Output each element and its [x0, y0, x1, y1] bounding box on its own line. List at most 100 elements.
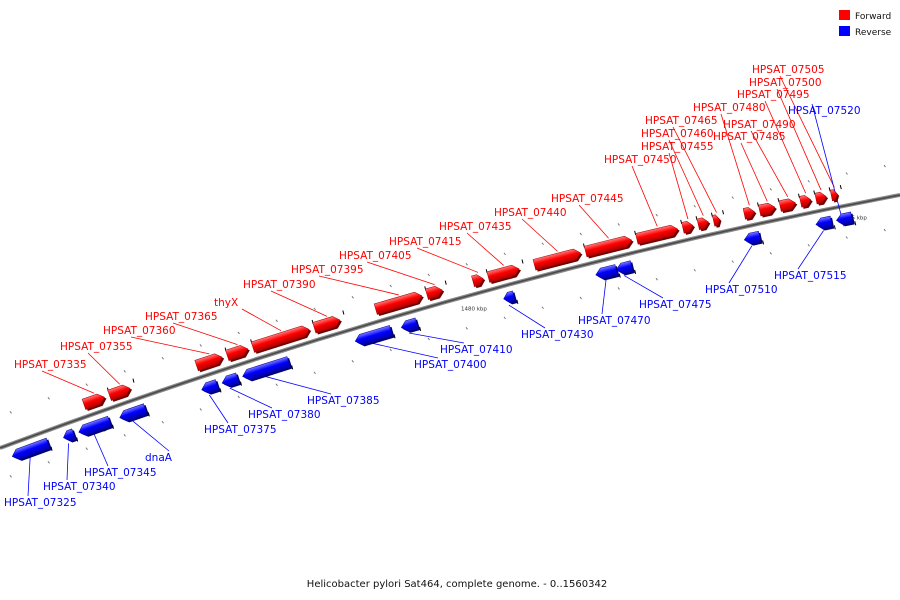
gene-label-hpsat-07480[interactable]: HPSAT_07480: [693, 102, 766, 114]
gene-hpsat-07390[interactable]: [312, 314, 344, 335]
gene-label-hpsat-07415[interactable]: HPSAT_07415: [389, 236, 462, 248]
gene-hpsat-07480[interactable]: [742, 206, 757, 221]
gene-label-hpsat-07515[interactable]: HPSAT_07515: [774, 270, 847, 282]
minor-tick-mark: [237, 395, 240, 399]
gene-label-hpsat-07465[interactable]: HPSAT_07465: [645, 115, 718, 127]
gene-hpsat-07490[interactable]: [778, 197, 799, 214]
gene-label-hpsat-07495[interactable]: HPSAT_07495: [737, 89, 810, 101]
leader-line-hpsat-07460: [668, 139, 704, 216]
gene-label-hpsat-07455[interactable]: HPSAT_07455: [641, 141, 714, 153]
leader-line-hpsat-07340: [66, 443, 69, 481]
gene-arrow: [758, 202, 776, 217]
gene-label-hpsat-07490[interactable]: HPSAT_07490: [723, 119, 796, 131]
gene-hpsat-07455[interactable]: [681, 220, 697, 235]
minor-tick-mark: [731, 260, 734, 263]
gene-label-hpsat-07405[interactable]: HPSAT_07405: [339, 250, 412, 262]
gene-hpsat-07510[interactable]: [743, 230, 763, 247]
gene-label-hpsat-07360[interactable]: HPSAT_07360: [103, 325, 176, 337]
gene-label-hpsat-07410[interactable]: HPSAT_07410: [440, 344, 513, 356]
minor-tick-mark: [541, 242, 544, 246]
gene-label-hpsat-07430[interactable]: HPSAT_07430: [521, 329, 594, 341]
gene-hpsat-07385[interactable]: [241, 356, 293, 384]
gene-hpsat-07465[interactable]: [712, 214, 722, 228]
gene-hpsat-07520[interactable]: [835, 211, 855, 228]
gene-label-thyx[interactable]: thyX: [214, 297, 238, 309]
gene-label-hpsat-07445[interactable]: HPSAT_07445: [551, 193, 624, 205]
gene-hpsat-07485[interactable]: [758, 202, 778, 218]
gene-hpsat-07475[interactable]: [615, 260, 635, 277]
gene-label-hpsat-07390[interactable]: HPSAT_07390: [243, 279, 316, 291]
gene-end-marker: [239, 381, 242, 386]
minor-tick-mark: [579, 296, 582, 300]
gene-hpsat-07410[interactable]: [400, 317, 421, 335]
gene-hpsat-07345[interactable]: [77, 415, 114, 440]
gene-hpsat-07450[interactable]: [635, 223, 680, 246]
minor-tick-mark: [161, 420, 164, 424]
gene-label-hpsat-07435[interactable]: HPSAT_07435: [439, 221, 512, 233]
gene-dnaa[interactable]: [118, 403, 150, 425]
gene-arrow: [583, 235, 633, 258]
gene-arrow: [778, 198, 796, 212]
gene-label-hpsat-07375[interactable]: HPSAT_07375: [204, 424, 277, 436]
leader-line-hpsat-07510: [728, 245, 753, 284]
gene-label-hpsat-07470[interactable]: HPSAT_07470: [578, 315, 651, 327]
gene-label-hpsat-07450[interactable]: HPSAT_07450: [604, 154, 677, 166]
gene-end-marker: [516, 299, 519, 305]
leader-line-layer: [27, 75, 845, 497]
gene-label-hpsat-07355[interactable]: HPSAT_07355: [60, 341, 133, 353]
gene-hpsat-07440[interactable]: [532, 247, 584, 272]
gene-label-hpsat-07460[interactable]: HPSAT_07460: [641, 128, 714, 140]
gene-label-hpsat-07510[interactable]: HPSAT_07510: [705, 284, 778, 296]
gene-hpsat-07360[interactable]: [194, 351, 226, 373]
leader-line-hpsat-07405: [366, 261, 435, 285]
gene-hpsat-07375[interactable]: [200, 379, 221, 397]
leader-line-hpsat-07450: [631, 165, 658, 227]
gene-hpsat-07325[interactable]: [10, 437, 53, 464]
gene-label-dnaa[interactable]: dnaA: [145, 452, 173, 464]
gene-hpsat-07515[interactable]: [815, 215, 835, 232]
gene-hpsat-07380[interactable]: [220, 372, 242, 390]
gene-label-hpsat-07500[interactable]: HPSAT_07500: [749, 77, 822, 89]
gene-label-hpsat-07440[interactable]: HPSAT_07440: [494, 207, 567, 219]
gene-hpsat-07495[interactable]: [799, 194, 813, 209]
gene-hpsat-07335[interactable]: [81, 391, 108, 411]
gene-hpsat-07470[interactable]: [594, 264, 620, 282]
gene-label-hpsat-07345[interactable]: HPSAT_07345: [84, 467, 157, 479]
gene-arrow: [635, 224, 679, 245]
gene-thyx[interactable]: [250, 324, 313, 355]
gene-end-marker: [839, 185, 842, 190]
gene-label-hpsat-07335[interactable]: HPSAT_07335: [14, 359, 87, 371]
gene-hpsat-07435[interactable]: [486, 263, 523, 284]
gene-hpsat-07365[interactable]: [225, 343, 252, 363]
gene-hpsat-07355[interactable]: [107, 383, 134, 403]
gene-arrow: [814, 191, 827, 205]
gene-hpsat-07430[interactable]: [502, 290, 518, 307]
gene-arrow: [829, 189, 838, 202]
gene-hpsat-07400[interactable]: [354, 325, 395, 349]
gene-label-hpsat-07520[interactable]: HPSAT_07520: [788, 105, 861, 117]
gene-label-hpsat-07485[interactable]: HPSAT_07485: [713, 131, 786, 143]
gene-label-hpsat-07340[interactable]: HPSAT_07340: [43, 481, 116, 493]
gene-arrow: [836, 211, 854, 225]
gene-label-hpsat-07385[interactable]: HPSAT_07385: [307, 395, 380, 407]
leader-line-hpsat-07435: [466, 232, 504, 266]
gene-hpsat-07505[interactable]: [829, 189, 840, 203]
gene-label-hpsat-07400[interactable]: HPSAT_07400: [414, 359, 487, 371]
gene-hpsat-07460[interactable]: [696, 216, 712, 232]
gene-label-hpsat-07380[interactable]: HPSAT_07380: [248, 409, 321, 421]
gene-hpsat-07395[interactable]: [373, 290, 425, 316]
leader-line-hpsat-07440: [521, 218, 558, 252]
gene-label-hpsat-07365[interactable]: HPSAT_07365: [145, 311, 218, 323]
gene-end-marker: [828, 187, 831, 192]
gene-hpsat-07500[interactable]: [814, 191, 829, 206]
gene-hpsat-07445[interactable]: [583, 234, 635, 259]
gene-hpsat-07405[interactable]: [425, 284, 445, 302]
gene-hpsat-07340[interactable]: [62, 428, 78, 444]
gene-hpsat-07415[interactable]: [471, 273, 486, 289]
gene-end-marker: [291, 365, 294, 370]
gene-label-hpsat-07505[interactable]: HPSAT_07505: [752, 64, 825, 76]
gene-label-hpsat-07475[interactable]: HPSAT_07475: [639, 299, 712, 311]
gene-label-hpsat-07325[interactable]: HPSAT_07325: [4, 497, 77, 509]
leader-line-hpsat-07395: [318, 275, 399, 296]
gene-label-hpsat-07395[interactable]: HPSAT_07395: [291, 264, 364, 276]
